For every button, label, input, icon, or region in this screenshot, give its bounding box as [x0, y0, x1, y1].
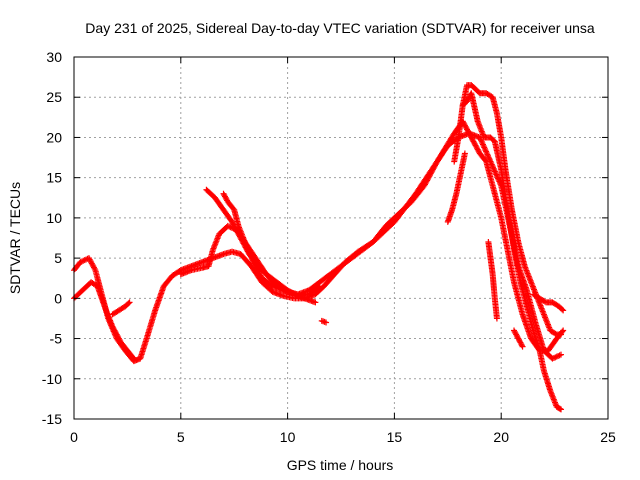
series-track-4: [220, 190, 319, 306]
series-track-2: [177, 118, 567, 354]
data-point: [556, 405, 563, 412]
data-point: [312, 299, 319, 306]
data-points: [71, 82, 567, 413]
grid-lines: [74, 57, 608, 419]
data-point: [323, 319, 330, 326]
data-point: [560, 327, 567, 334]
y-tick-label: 20: [46, 129, 62, 145]
data-point: [558, 331, 565, 338]
x-tick-label: 25: [600, 429, 616, 445]
data-point: [493, 315, 500, 322]
data-point: [560, 307, 567, 314]
series-track-10: [485, 239, 500, 322]
series-track-11: [511, 327, 526, 350]
y-axis-label: SDTVAR / TECUs: [7, 182, 23, 294]
axis-ticks: 0 5 10 15 20 25 -15 -10 -5 0 5 10 15 20 25 30: [42, 49, 616, 445]
data-point: [129, 354, 136, 361]
data-point: [91, 265, 98, 272]
data-point: [519, 343, 526, 350]
data-point: [126, 299, 133, 306]
data-point: [230, 205, 237, 212]
y-tick-label: -10: [42, 371, 62, 387]
chart-title: Day 231 of 2025, Sidereal Day-to-day VTE…: [85, 20, 595, 36]
x-tick-label: 15: [387, 429, 403, 445]
data-point: [558, 351, 565, 358]
y-tick-label: 0: [54, 290, 62, 306]
y-tick-label: -15: [42, 411, 62, 427]
series-track-12: [530, 291, 567, 314]
data-point: [482, 157, 489, 164]
data-point: [552, 330, 559, 337]
y-tick-label: 30: [46, 49, 62, 65]
series-track-7: [451, 82, 565, 338]
data-point: [130, 355, 137, 362]
series-track-9: [444, 150, 468, 225]
y-tick-label: 5: [54, 250, 62, 266]
series-track-1: [71, 130, 565, 365]
series-track-5: [71, 279, 137, 362]
data-point: [559, 306, 566, 313]
x-tick-label: 20: [493, 429, 509, 445]
data-point: [461, 150, 468, 157]
series-track-8: [459, 90, 565, 413]
plot-frame: [73, 56, 609, 420]
data-point: [315, 284, 322, 291]
y-tick-label: 10: [46, 210, 62, 226]
data-point: [559, 328, 566, 335]
data-point: [316, 283, 323, 290]
series-track-13: [318, 317, 330, 326]
y-tick-label: 25: [46, 89, 62, 105]
x-tick-label: 5: [177, 429, 185, 445]
y-tick-label: 15: [46, 170, 62, 186]
data-point: [125, 300, 132, 307]
data-point: [558, 406, 565, 413]
y-tick-label: -5: [50, 331, 63, 347]
data-point: [518, 342, 525, 349]
series-track-6: [109, 299, 133, 318]
x-tick-label: 0: [70, 429, 78, 445]
x-axis-label: GPS time / hours: [287, 457, 394, 473]
x-tick-label: 10: [280, 429, 296, 445]
